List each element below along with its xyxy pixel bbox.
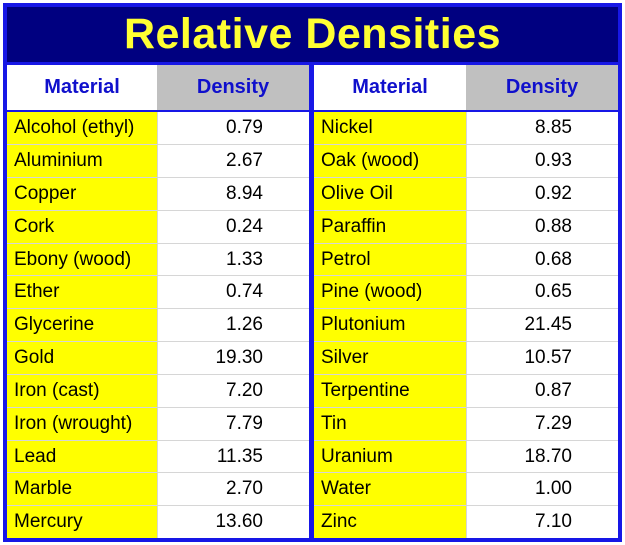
page-title: Relative Densities xyxy=(123,10,502,58)
table-row: Iron (cast) 7.20 xyxy=(7,374,309,408)
table-row: Water 1.00 xyxy=(314,472,618,507)
density-cell: 10.57 xyxy=(465,341,618,375)
material-cell: Zinc xyxy=(314,505,466,538)
density-cell: 8.94 xyxy=(156,177,309,211)
density-cell: 11.35 xyxy=(156,440,309,474)
density-cell: 0.92 xyxy=(465,177,618,211)
header-row: Material Density xyxy=(7,65,309,112)
table-row: Oak (wood) 0.93 xyxy=(314,144,618,178)
density-cell: 1.33 xyxy=(156,243,309,277)
density-cell: 0.93 xyxy=(465,144,618,178)
table-row: Glycerine 1.26 xyxy=(7,308,309,343)
table-row: Gold 19.30 xyxy=(7,341,309,375)
density-cell: 0.79 xyxy=(156,111,309,146)
density-cell: 7.10 xyxy=(465,505,618,538)
material-cell: Paraffin xyxy=(314,210,466,244)
density-cell: 0.74 xyxy=(156,275,309,310)
density-cell: 1.26 xyxy=(156,308,309,343)
table-row: Uranium 18.70 xyxy=(314,440,618,474)
density-cell: 0.88 xyxy=(465,210,618,244)
density-cell: 7.79 xyxy=(156,407,309,441)
density-table-right: Material Density Nickel 8.85 Oak (wood) 0.9… xyxy=(314,65,618,538)
density-cell: 8.85 xyxy=(465,111,618,146)
table-row: Alcohol (ethyl) 0.79 xyxy=(7,111,309,146)
right-table-panel: Material Density Nickel 8.85 Oak (wood) 0.9… xyxy=(314,65,618,538)
material-header: Material xyxy=(7,65,157,112)
material-cell: Mercury xyxy=(7,505,157,538)
density-cell: 2.67 xyxy=(156,144,309,178)
header-row: Material Density xyxy=(314,65,618,112)
density-cell: 7.29 xyxy=(465,407,618,441)
density-cell: 2.70 xyxy=(156,472,309,507)
table-row: Terpentine 0.87 xyxy=(314,374,618,408)
material-cell: Tin xyxy=(314,407,466,441)
material-cell: Iron (cast) xyxy=(7,374,157,408)
material-cell: Lead xyxy=(7,440,157,474)
table-row: Ether 0.74 xyxy=(7,275,309,310)
density-cell: 21.45 xyxy=(465,308,618,343)
material-cell: Pine (wood) xyxy=(314,275,466,310)
table-row: Zinc 7.10 xyxy=(314,505,618,538)
table-row: Nickel 8.85 xyxy=(314,111,618,146)
table-row: Paraffin 0.88 xyxy=(314,210,618,244)
density-header: Density xyxy=(157,65,309,112)
table-row: Marble 2.70 xyxy=(7,472,309,507)
left-table-panel: Material Density Alcohol (ethyl) 0.79 Alum… xyxy=(7,65,309,538)
density-cell: 0.24 xyxy=(156,210,309,244)
table-row: Plutonium 21.45 xyxy=(314,308,618,343)
table-row: Silver 10.57 xyxy=(314,341,618,375)
material-cell: Alcohol (ethyl) xyxy=(7,111,157,146)
density-header: Density xyxy=(466,65,618,112)
table-row: Olive Oil 0.92 xyxy=(314,177,618,211)
material-cell: Oak (wood) xyxy=(314,144,466,178)
material-cell: Uranium xyxy=(314,440,466,474)
table-row: Cork 0.24 xyxy=(7,210,309,244)
material-cell: Water xyxy=(314,472,466,507)
material-cell: Terpentine xyxy=(314,374,466,408)
table-row: Tin 7.29 xyxy=(314,407,618,441)
material-cell: Ether xyxy=(7,275,157,310)
density-cell: 18.70 xyxy=(465,440,618,474)
material-cell: Copper xyxy=(7,177,157,211)
density-cell: 7.20 xyxy=(156,374,309,408)
density-table-left: Material Density Alcohol (ethyl) 0.79 Alum… xyxy=(7,65,309,538)
density-cell: 13.60 xyxy=(156,505,309,538)
material-cell: Gold xyxy=(7,341,157,375)
density-cell: 0.68 xyxy=(465,243,618,277)
density-cell: 19.30 xyxy=(156,341,309,375)
material-cell: Nickel xyxy=(314,111,466,146)
material-cell: Olive Oil xyxy=(314,177,466,211)
material-header: Material xyxy=(314,65,466,112)
title-bar: Relative Densities xyxy=(7,7,618,62)
material-cell: Glycerine xyxy=(7,308,157,343)
material-cell: Ebony (wood) xyxy=(7,243,157,277)
material-cell: Iron (wrought) xyxy=(7,407,157,441)
table-row: Mercury 13.60 xyxy=(7,505,309,538)
density-cell: 0.87 xyxy=(465,374,618,408)
table-row: Iron (wrought) 7.79 xyxy=(7,407,309,441)
table-row: Pine (wood) 0.65 xyxy=(314,275,618,310)
table-row: Lead 11.35 xyxy=(7,440,309,474)
material-cell: Cork xyxy=(7,210,157,244)
table-frame: Relative Densities Material Density Alco… xyxy=(3,3,622,542)
density-cell: 0.65 xyxy=(465,275,618,310)
table-row: Petrol 0.68 xyxy=(314,243,618,277)
material-cell: Aluminium xyxy=(7,144,157,178)
table-row: Copper 8.94 xyxy=(7,177,309,211)
material-cell: Silver xyxy=(314,341,466,375)
material-cell: Petrol xyxy=(314,243,466,277)
material-cell: Plutonium xyxy=(314,308,466,343)
density-cell: 1.00 xyxy=(465,472,618,507)
table-row: Ebony (wood) 1.33 xyxy=(7,243,309,277)
table-row: Aluminium 2.67 xyxy=(7,144,309,178)
material-cell: Marble xyxy=(7,472,157,507)
